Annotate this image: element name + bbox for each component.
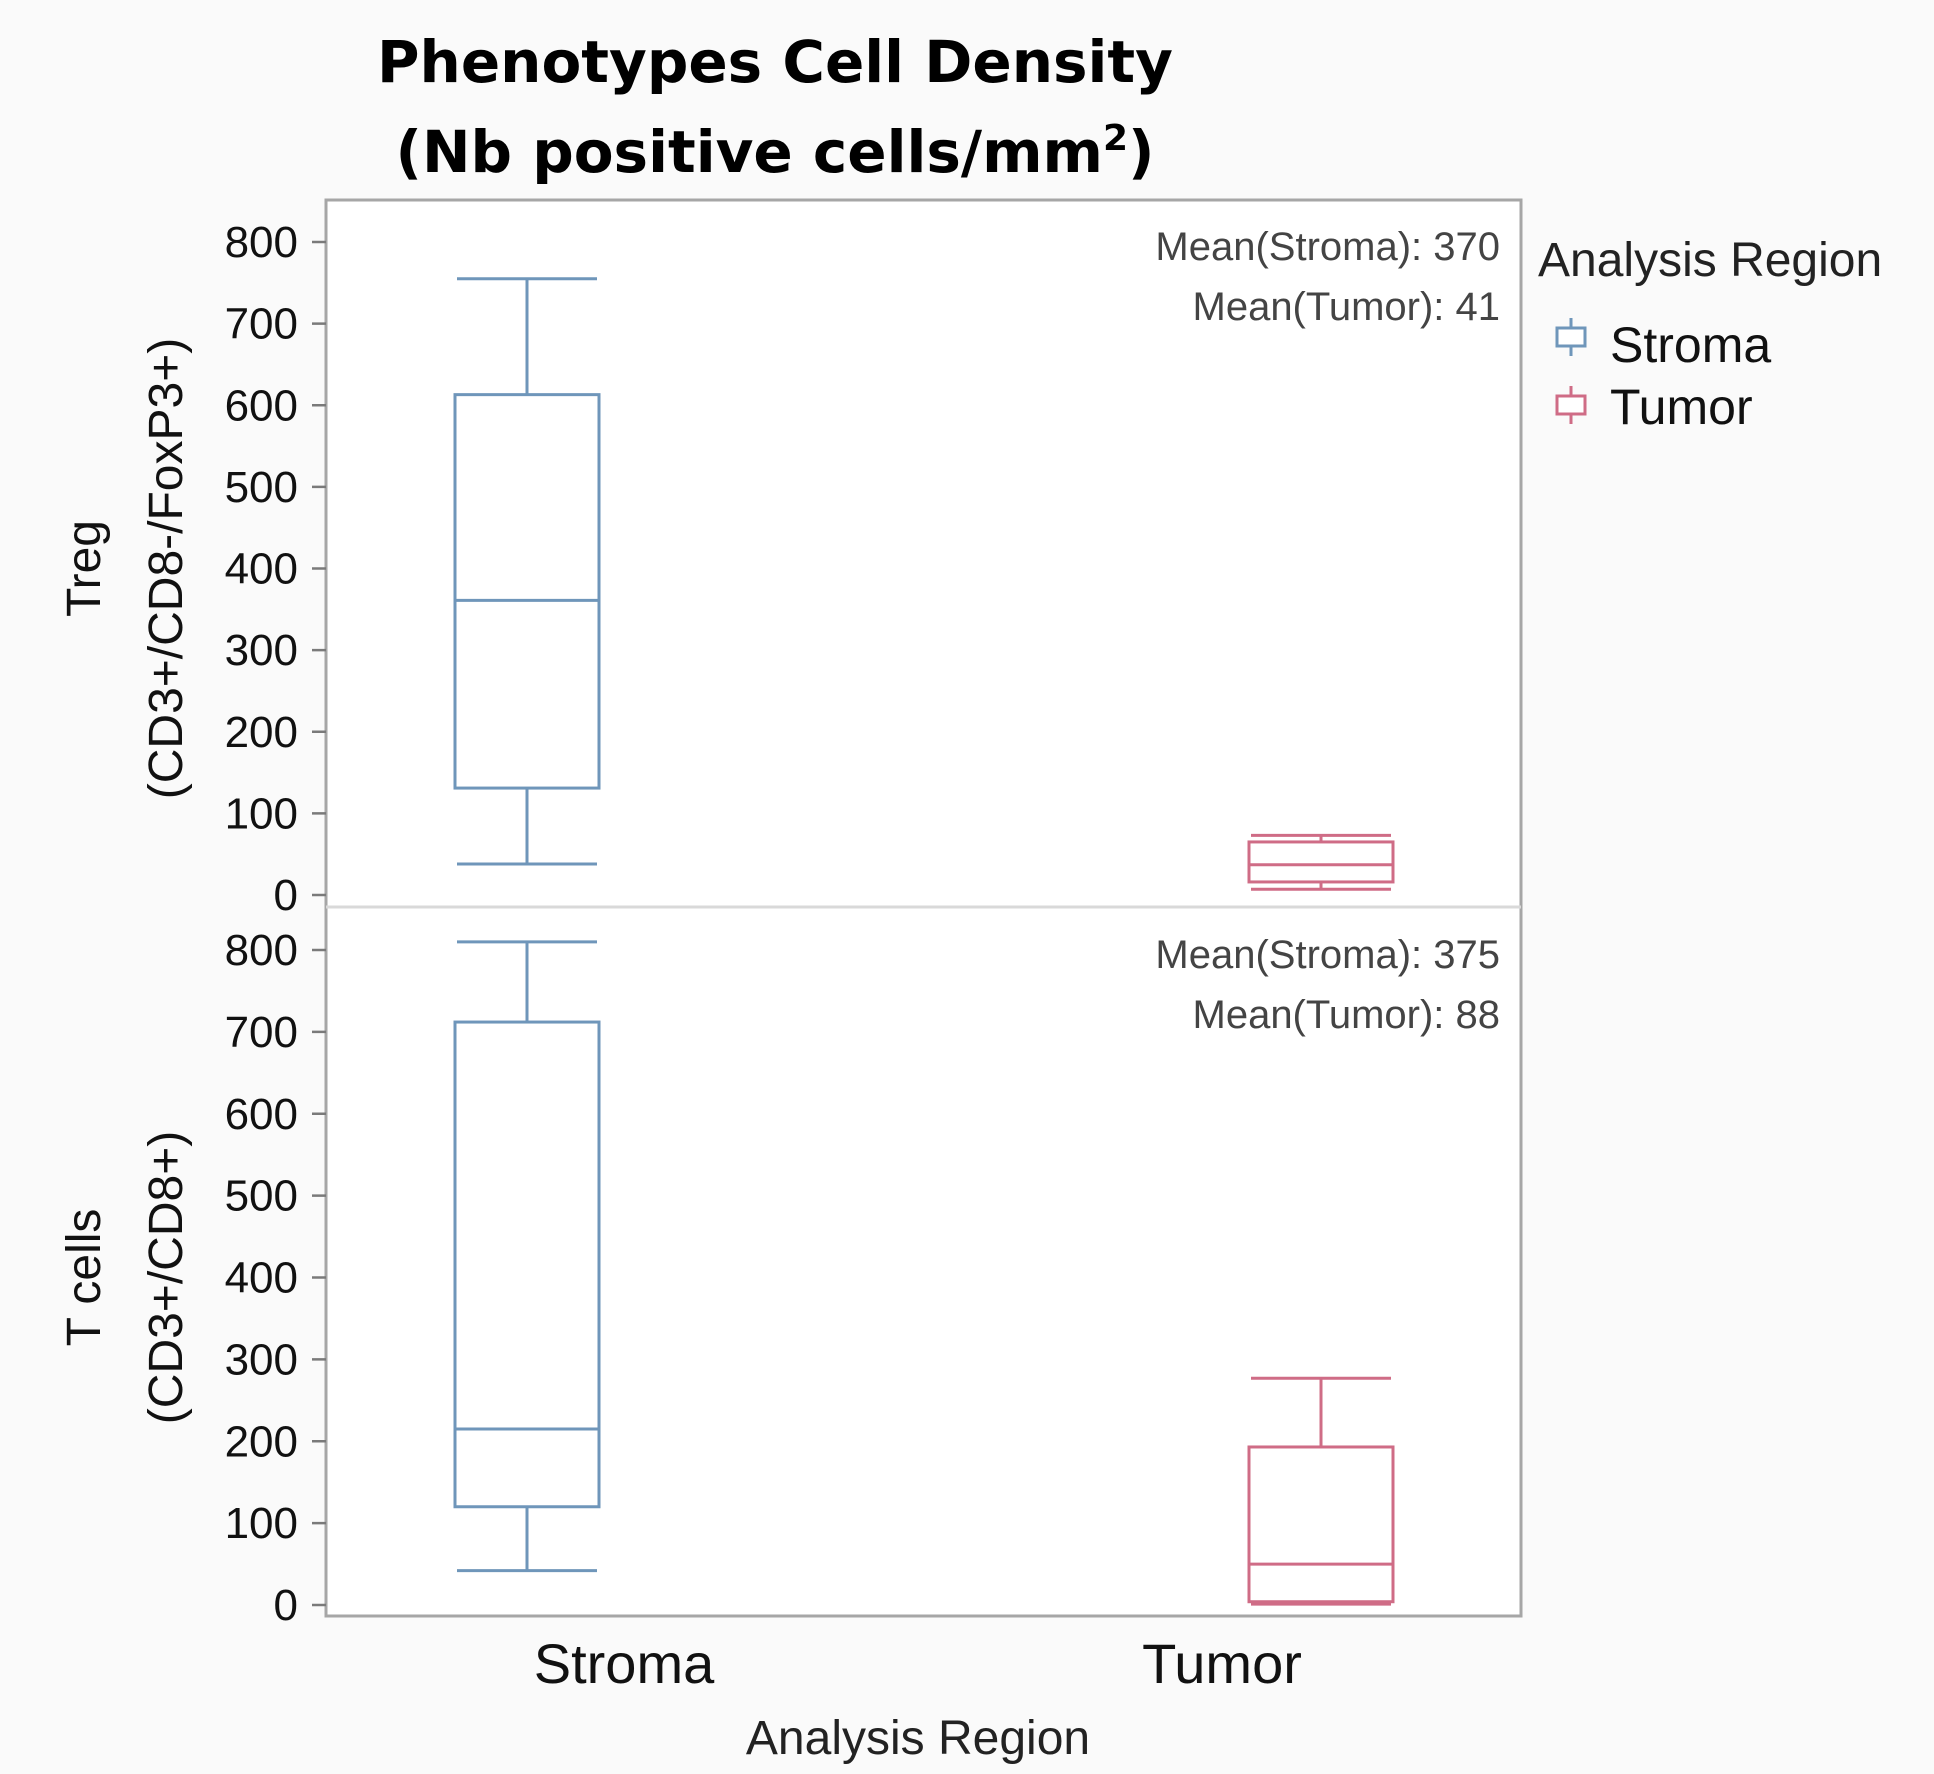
iqr-box (453, 1020, 601, 1509)
y-axis-title-line2: (CD3+/CD8+) (140, 1131, 193, 1424)
y-tick-label: 600 (225, 1090, 298, 1139)
legend-item-tumor: Tumor (1555, 379, 1753, 435)
y-tick-label: 300 (225, 1335, 298, 1384)
box-stroma (453, 940, 601, 1573)
panel-2: 0 100 200 300 400 500 600 700 800 T cells (CD3+/CD… (58, 926, 1500, 1630)
x-category-label: Tumor (1142, 1632, 1302, 1695)
y-tick-label: 200 (225, 708, 298, 757)
chart-title-line1: Phenotypes Cell Density (377, 28, 1173, 96)
y-axis-title-line1: T cells (58, 1209, 111, 1347)
chart-title-line2: (Nb positive cells/mm2) (395, 118, 1154, 186)
mean-annotation: Mean(Tumor): 88 (1193, 993, 1501, 1037)
y-tick-label: 200 (225, 1417, 298, 1466)
y-tick-label: 0 (274, 1581, 298, 1630)
box-tumor (1247, 1376, 1395, 1606)
y-axis-title-line1: Treg (58, 520, 111, 617)
legend-item-stroma: Stroma (1555, 317, 1771, 373)
title-superscript: 2 (1103, 118, 1128, 159)
y-axis-title-line2: (CD3+/CD8-/FoxP3+) (140, 338, 193, 799)
iqr-box (1247, 1445, 1395, 1604)
y-tick-label: 400 (225, 1254, 298, 1303)
y-tick-label: 700 (225, 300, 298, 349)
panels: 0 100 200 300 400 500 600 700 800 Treg (CD3+/CD8-/… (58, 218, 1500, 1630)
y-tick-label: 700 (225, 1008, 298, 1057)
box-tumor (1247, 833, 1395, 891)
mean-annotation: Mean(Stroma): 375 (1155, 933, 1500, 977)
iqr-box (453, 393, 601, 790)
mean-annotation: Mean(Tumor): 41 (1193, 285, 1501, 329)
legend: Analysis Region Stroma Tumor (1538, 234, 1882, 435)
legend-label: Tumor (1610, 379, 1753, 435)
y-tick-label: 100 (225, 1499, 298, 1548)
panel-1: 0 100 200 300 400 500 600 700 800 Treg (CD3+/CD8-/… (58, 218, 1500, 920)
y-tick-label: 500 (225, 1172, 298, 1221)
y-tick-label: 0 (274, 871, 298, 920)
x-axis-title: Analysis Region (746, 1712, 1090, 1765)
y-tick-label: 100 (225, 789, 298, 838)
y-tick-label: 400 (225, 545, 298, 594)
y-tick-label: 800 (225, 218, 298, 267)
y-tick-label: 500 (225, 463, 298, 512)
legend-box-icon (1555, 386, 1587, 424)
mean-annotation: Mean(Stroma): 370 (1155, 225, 1500, 269)
y-axis-title: Treg (CD3+/CD8-/FoxP3+) (58, 338, 193, 799)
legend-label: Stroma (1610, 317, 1771, 373)
box-stroma (453, 277, 601, 866)
y-tick-label: 600 (225, 381, 298, 430)
legend-title: Analysis Region (1538, 234, 1882, 287)
legend-box-icon (1555, 318, 1587, 356)
y-tick-label: 800 (225, 926, 298, 975)
y-tick-label: 300 (225, 626, 298, 675)
x-category-label: Stroma (534, 1632, 715, 1695)
y-axis-title: T cells (CD3+/CD8+) (58, 1131, 193, 1424)
iqr-box (1247, 840, 1395, 884)
